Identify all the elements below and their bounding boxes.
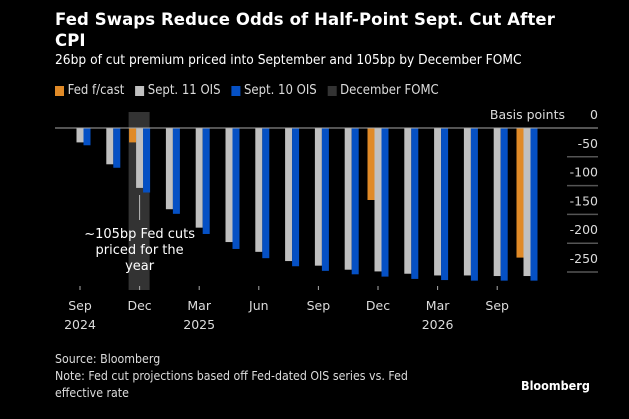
y-tick-label: -100 [570, 165, 598, 180]
footer: Source: Bloomberg Note: Fed cut projecti… [55, 351, 408, 402]
chart-title: Fed Swaps Reduce Odds of Half-Point Sept… [55, 10, 555, 50]
bar-sept-11-ois [76, 128, 84, 143]
legend-label: Sept. 10 OIS [243, 83, 317, 98]
x-tick-label-year: 2024 [64, 317, 96, 332]
bar-sept-11-ois [463, 128, 471, 276]
note-text-continued: effective rate [55, 386, 129, 400]
annotation-text: year [125, 259, 155, 274]
bar-sept-11-ois [136, 128, 144, 188]
legend-label: Sept. 11 OIS [147, 83, 221, 98]
bar-sept-10-ois [381, 128, 389, 277]
legend-item-fed-forecast: Fed f/cast [55, 83, 124, 98]
legend-label: Fed f/cast [67, 83, 125, 98]
bar-sept-11-ois [285, 128, 293, 262]
bar-sept-10-ois [411, 128, 419, 279]
legend-swatch-sept-10-ois [231, 85, 241, 96]
bar-sept-11-ois [255, 128, 263, 252]
source-text: Source: Bloomberg [55, 352, 161, 366]
bar-sept-11-ois [404, 128, 412, 274]
annotation-text: ~105bp Fed cuts [84, 227, 195, 242]
bar-sept-10-ois [262, 128, 270, 259]
bar-sept-10-ois [470, 128, 478, 281]
bar-sept-10-ois [113, 128, 121, 168]
legend-swatch-december-fomc [327, 85, 337, 96]
bar-fed-f-cast [129, 128, 137, 143]
bar-sept-11-ois [434, 128, 442, 276]
x-tick-label-year: 2025 [183, 317, 215, 332]
y-axis-title: Basis points [490, 107, 565, 122]
legend-swatch-fed-forecast [55, 85, 64, 96]
x-tick-label: Jun [248, 298, 269, 313]
bar-sept-11-ois [374, 128, 382, 272]
bar-sept-10-ois [83, 128, 91, 146]
y-tick-label: -50 [578, 136, 598, 151]
bar-sept-11-ois [523, 128, 531, 277]
bar-sept-11-ois [493, 128, 501, 277]
bar-sept-11-ois [195, 128, 203, 228]
legend-item-december-fomc: December FOMC [327, 83, 439, 98]
bloomberg-logo: Bloomberg [521, 378, 590, 393]
bar-fed-f-cast [516, 128, 524, 258]
bar-sept-10-ois [441, 128, 449, 281]
bar-sept-10-ois [172, 128, 180, 214]
bar-sept-10-ois [351, 128, 359, 275]
y-tick-label: 0 [590, 107, 598, 122]
y-tick-label: -150 [570, 193, 598, 208]
bar-sept-10-ois [530, 128, 538, 281]
x-tick-label: Sep [307, 298, 331, 313]
bar-sept-11-ois [106, 128, 114, 165]
x-tick-label: Dec [366, 298, 390, 313]
bar-sept-10-ois [321, 128, 329, 271]
bar-sept-10-ois [143, 128, 151, 193]
bar-sept-10-ois [202, 128, 210, 234]
bar-sept-11-ois [344, 128, 352, 270]
legend-swatch-sept-11-ois [135, 85, 145, 96]
bar-sept-10-ois [292, 128, 300, 267]
legend-label: December FOMC [340, 83, 439, 98]
legend-item-sept-11-ois: Sept. 11 OIS [135, 83, 221, 98]
legend-item-sept-10-ois: Sept. 10 OIS [231, 83, 317, 98]
bar-sept-11-ois [165, 128, 173, 210]
x-tick-label: Mar [187, 298, 211, 313]
x-tick-label: Sep [485, 298, 509, 313]
chart-subtitle: 26bp of cut premium priced into Septembe… [55, 53, 522, 68]
x-tick-label: Sep [68, 298, 92, 313]
x-tick-label: Dec [127, 298, 151, 313]
bar-sept-11-ois [314, 128, 322, 266]
bar-sept-10-ois [500, 128, 508, 281]
bar-sept-11-ois [225, 128, 233, 243]
note-text: Note: Fed cut projections based off Fed-… [55, 369, 408, 383]
annotation-text: priced for the [96, 243, 184, 258]
x-tick-label-year: 2026 [422, 317, 454, 332]
bar-sept-10-ois [232, 128, 240, 249]
x-tick-label: Mar [426, 298, 450, 313]
legend: Fed f/cast Sept. 11 OIS Sept. 10 OIS Dec… [55, 83, 450, 98]
y-tick-label: -250 [570, 251, 598, 266]
bar-fed-f-cast [367, 128, 375, 200]
y-tick-label: -200 [570, 222, 598, 237]
